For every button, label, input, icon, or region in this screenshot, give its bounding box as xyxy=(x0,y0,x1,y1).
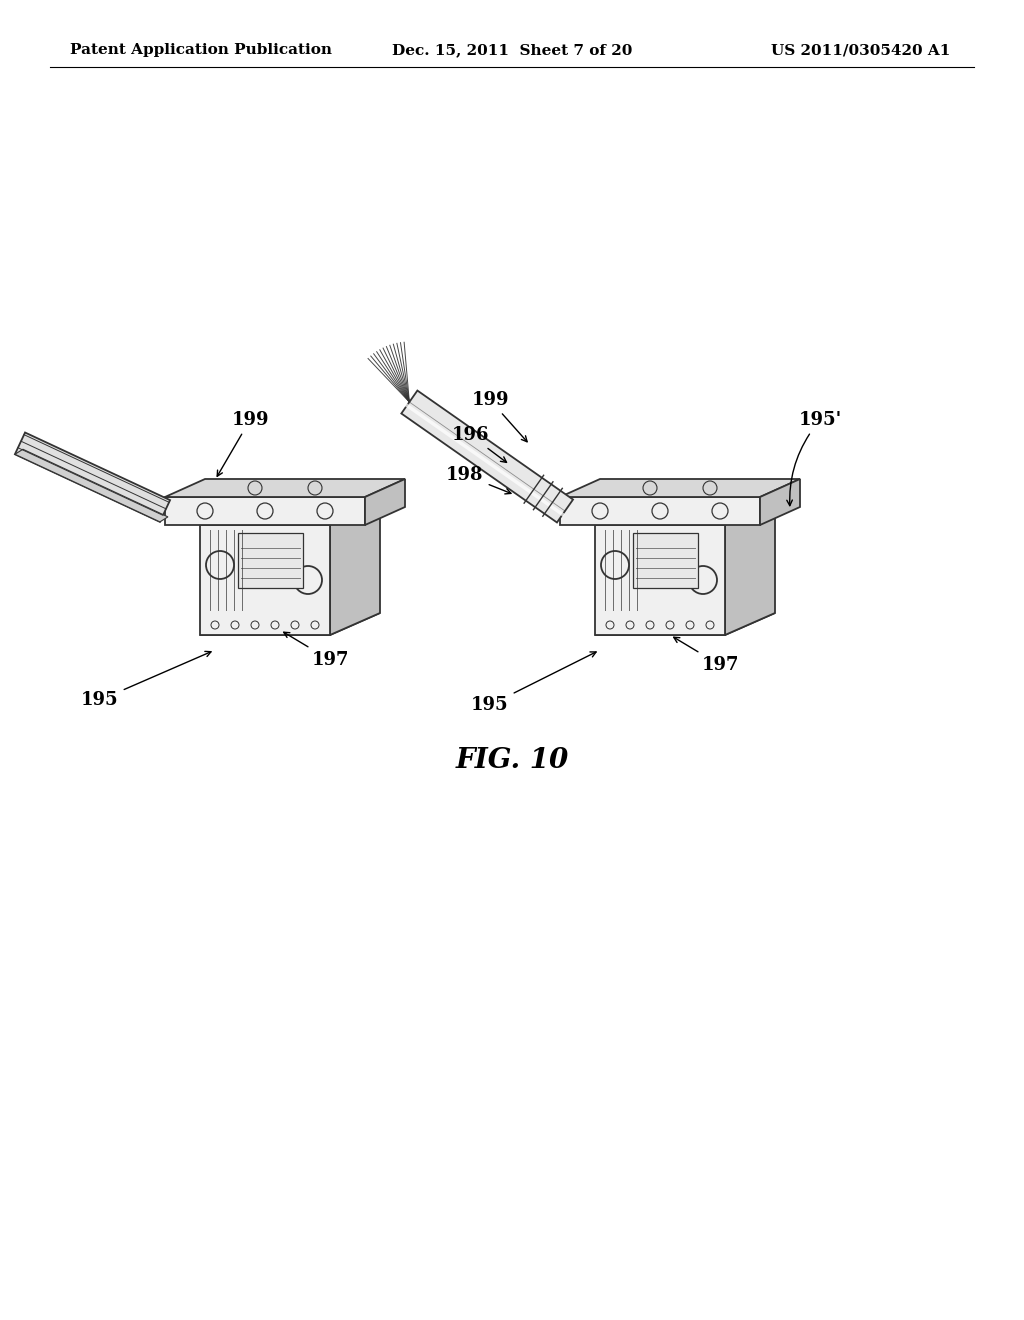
Circle shape xyxy=(257,503,273,519)
Circle shape xyxy=(606,620,614,630)
Text: FIG. 10: FIG. 10 xyxy=(456,747,568,774)
Text: 197: 197 xyxy=(674,638,738,675)
Polygon shape xyxy=(760,479,800,525)
Circle shape xyxy=(601,550,629,579)
Circle shape xyxy=(308,480,322,495)
Circle shape xyxy=(706,620,714,630)
Circle shape xyxy=(211,620,219,630)
Text: 197: 197 xyxy=(284,632,349,669)
Text: US 2011/0305420 A1: US 2011/0305420 A1 xyxy=(771,44,950,57)
Text: 195: 195 xyxy=(471,652,596,714)
Polygon shape xyxy=(725,503,775,635)
Polygon shape xyxy=(165,498,365,525)
Text: 198: 198 xyxy=(446,466,511,494)
Polygon shape xyxy=(200,612,380,635)
Circle shape xyxy=(271,620,279,630)
Circle shape xyxy=(666,620,674,630)
Circle shape xyxy=(251,620,259,630)
Circle shape xyxy=(311,620,319,630)
Text: 199: 199 xyxy=(471,391,527,442)
Polygon shape xyxy=(165,479,406,498)
Polygon shape xyxy=(560,498,760,525)
Text: 195': 195' xyxy=(786,411,842,506)
Polygon shape xyxy=(595,612,775,635)
Polygon shape xyxy=(595,525,725,635)
Text: Dec. 15, 2011  Sheet 7 of 20: Dec. 15, 2011 Sheet 7 of 20 xyxy=(392,44,632,57)
Polygon shape xyxy=(633,532,697,587)
Polygon shape xyxy=(238,532,302,587)
Text: Patent Application Publication: Patent Application Publication xyxy=(70,44,332,57)
Circle shape xyxy=(231,620,239,630)
Polygon shape xyxy=(200,525,330,635)
Circle shape xyxy=(712,503,728,519)
Circle shape xyxy=(592,503,608,519)
Text: 199: 199 xyxy=(217,411,268,477)
Circle shape xyxy=(626,620,634,630)
Text: 196: 196 xyxy=(452,426,507,462)
Circle shape xyxy=(317,503,333,519)
Polygon shape xyxy=(330,503,380,635)
Circle shape xyxy=(643,480,657,495)
Circle shape xyxy=(689,566,717,594)
Circle shape xyxy=(652,503,668,519)
Polygon shape xyxy=(15,449,168,521)
Polygon shape xyxy=(365,479,406,525)
Polygon shape xyxy=(560,479,800,498)
Circle shape xyxy=(291,620,299,630)
Circle shape xyxy=(646,620,654,630)
Text: 195: 195 xyxy=(81,651,211,709)
Polygon shape xyxy=(401,391,573,523)
Circle shape xyxy=(294,566,322,594)
Circle shape xyxy=(703,480,717,495)
Circle shape xyxy=(197,503,213,519)
Circle shape xyxy=(206,550,234,579)
Circle shape xyxy=(686,620,694,630)
Polygon shape xyxy=(15,433,170,521)
Circle shape xyxy=(248,480,262,495)
